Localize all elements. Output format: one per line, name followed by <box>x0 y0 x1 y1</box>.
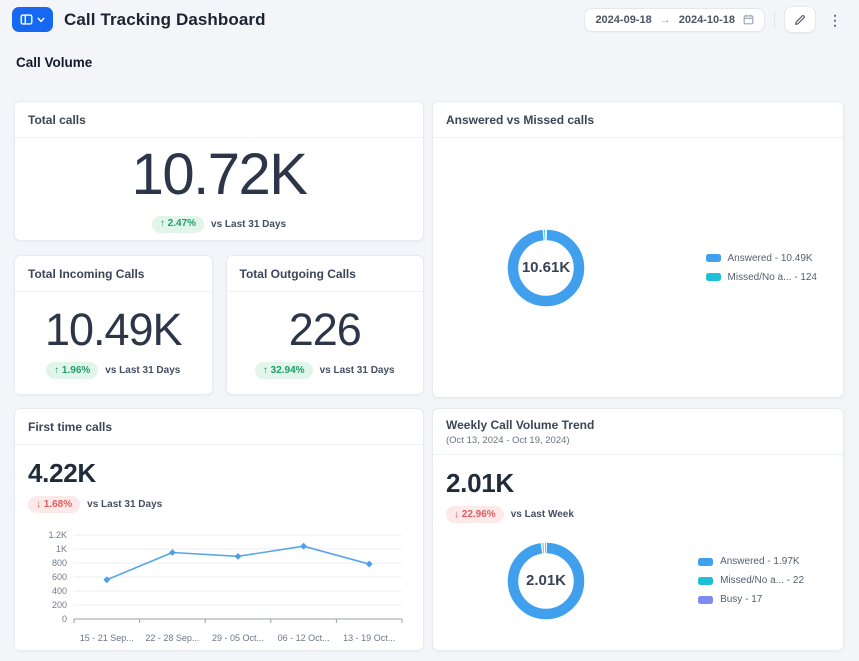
donut-center-label: 10.61K <box>521 259 571 276</box>
svg-text:29 - 05 Oct...: 29 - 05 Oct... <box>212 633 264 643</box>
weekly-trend-donut-chart[interactable]: 2.01K <box>503 538 589 624</box>
overflow-menu-button[interactable]: ⋮ <box>825 7 845 33</box>
legend-label: Busy - 17 <box>720 594 763 605</box>
card-title: Total Incoming Calls <box>28 267 145 281</box>
donut-center-label: 2.01K <box>525 572 567 589</box>
weekly-trend-value: 2.01K <box>446 468 514 498</box>
legend-item[interactable]: Busy - 17 <box>698 594 804 605</box>
compare-label: vs Last 31 Days <box>87 499 163 510</box>
date-range-start: 2024-09-18 <box>595 13 652 26</box>
first-time-calls-line-chart[interactable]: 0 200 400 600 800 1K 1.2K 15 - 21 Sep... 22 - 28… <box>28 527 410 650</box>
total-incoming-value: 10.49K <box>44 304 183 355</box>
compare-label: vs Last Week <box>510 509 574 520</box>
card-title: Weekly Call Volume Trend <box>446 418 595 432</box>
svg-text:800: 800 <box>52 558 67 568</box>
date-range-picker[interactable]: 2024-09-18 → 2024-10-18 <box>584 7 765 32</box>
legend-label: Answered - 1.97K <box>720 556 800 567</box>
card-title: Answered vs Missed calls <box>446 113 595 127</box>
cards-grid: Total calls 10.72K ↑ 2.47% vs Last 31 Da… <box>14 101 844 651</box>
card-title: Total calls <box>28 113 86 127</box>
svg-text:0: 0 <box>62 614 67 624</box>
svg-text:1K: 1K <box>56 544 67 554</box>
answered-vs-missed-legend: Answered - 10.49K Missed/No a... - 124 <box>705 252 817 283</box>
page-title: Call Tracking Dashboard <box>64 9 266 29</box>
calendar-icon <box>743 14 754 25</box>
svg-text:1.2K: 1.2K <box>48 530 67 540</box>
compare-label: vs Last 31 Days <box>211 218 287 230</box>
compare-label: vs Last 31 Days <box>319 365 395 376</box>
legend-label: Missed/No a... - 124 <box>727 271 817 283</box>
card-title: First time calls <box>28 420 113 434</box>
legend-item[interactable]: Answered - 10.49K <box>705 252 817 264</box>
answered-vs-missed-card: Answered vs Missed calls 10.61K Answered… <box>432 101 844 398</box>
legend-swatch-icon <box>698 576 714 585</box>
legend-item[interactable]: Missed/No a... - 124 <box>705 271 817 283</box>
svg-text:400: 400 <box>52 586 67 596</box>
date-range-end: 2024-10-18 <box>678 13 735 26</box>
donut-ring <box>507 542 585 619</box>
total-incoming-calls-card: Total Incoming Calls 10.49K ↑ 1.96% vs L… <box>14 255 213 395</box>
legend-item[interactable]: Missed/No a... - 22 <box>698 575 804 586</box>
edit-button[interactable] <box>784 6 816 33</box>
answered-vs-missed-donut-chart[interactable]: 10.61K <box>503 225 589 311</box>
legend-swatch-icon <box>705 254 721 262</box>
first-time-calls-card: First time calls 4.22K ↓ 1.68% vs Last 3… <box>14 408 424 651</box>
topbar: Call Tracking Dashboard 2024-09-18 → 202… <box>0 0 859 33</box>
legend-item[interactable]: Answered - 1.97K <box>698 556 804 567</box>
toolbar-divider <box>774 10 775 29</box>
arrow-right-icon: → <box>659 13 671 26</box>
card-title: Total Outgoing Calls <box>239 267 356 281</box>
first-time-calls-value: 4.22K <box>28 458 96 488</box>
legend-swatch-icon <box>698 595 714 604</box>
delta-badge: ↓ 22.96% <box>446 506 504 523</box>
card-subtitle: (Oct 13, 2024 - Oct 19, 2024) <box>446 435 570 446</box>
svg-text:200: 200 <box>52 600 67 610</box>
total-calls-card: Total calls 10.72K ↑ 2.47% vs Last 31 Da… <box>14 101 424 241</box>
svg-text:22 - 28 Sep...: 22 - 28 Sep... <box>145 633 199 643</box>
dashboard-switcher-button[interactable] <box>12 7 53 32</box>
donut-ring <box>507 229 585 306</box>
total-outgoing-calls-card: Total Outgoing Calls 226 ↑ 32.94% vs Las… <box>225 255 424 395</box>
total-outgoing-value: 226 <box>288 304 362 355</box>
section-title: Call Volume <box>16 55 93 70</box>
legend-swatch-icon <box>698 557 714 566</box>
chevron-down-icon <box>37 17 45 22</box>
svg-text:13 - 19 Oct...: 13 - 19 Oct... <box>343 633 395 643</box>
delta-badge: ↑ 2.47% <box>151 215 205 233</box>
svg-text:15 - 21 Sep...: 15 - 21 Sep... <box>80 633 134 643</box>
delta-badge: ↑ 1.96% <box>46 362 99 379</box>
legend-label: Missed/No a... - 22 <box>720 575 804 586</box>
weekly-call-volume-trend-card: Weekly Call Volume Trend (Oct 13, 2024 -… <box>432 408 844 651</box>
legend-label: Answered - 10.49K <box>727 252 813 264</box>
legend-swatch-icon <box>705 273 721 281</box>
total-calls-value: 10.72K <box>131 141 308 207</box>
weekly-trend-legend: Answered - 1.97K Missed/No a... - 22 Bus… <box>698 556 804 605</box>
delta-badge: ↓ 1.68% <box>28 496 81 513</box>
compare-label: vs Last 31 Days <box>105 365 181 376</box>
delta-badge: ↑ 32.94% <box>254 362 313 379</box>
pencil-icon <box>795 14 805 25</box>
svg-text:600: 600 <box>52 572 67 582</box>
layout-grid-icon <box>20 14 33 25</box>
svg-text:06 - 12 Oct...: 06 - 12 Oct... <box>278 633 330 643</box>
